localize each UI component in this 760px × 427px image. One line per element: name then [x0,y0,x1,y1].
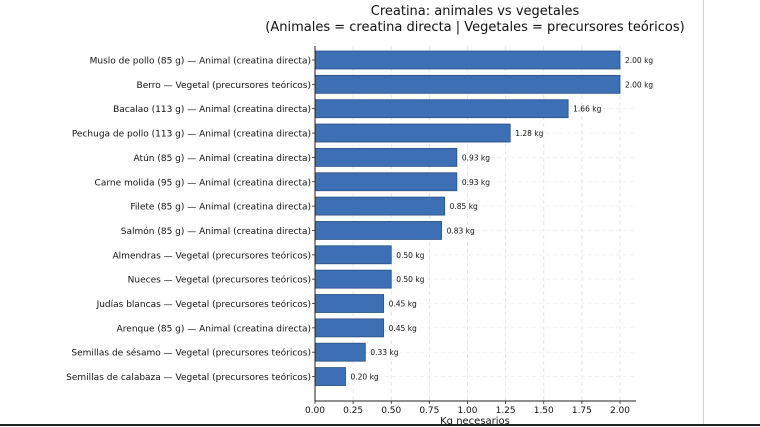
y-tick-label: Salmón (85 g) — Animal (creatina directa… [121,226,311,237]
frame-bottom-border [0,424,760,426]
x-tick-label: 1.75 [572,406,592,416]
bar [314,318,385,338]
bar [314,123,511,143]
x-tick-label: 0.25 [343,406,363,416]
y-tick-label: Nueces — Vegetal (precursores teóricos) [128,275,311,286]
bar [314,74,621,94]
y-tick-label: Atún (85 g) — Animal (creatina directa) [134,154,311,164]
x-axis-label: Kg necesarios [440,416,510,427]
data-label: 0.20 kg [351,373,379,382]
bar [314,99,569,119]
data-label: 0.85 kg [450,202,478,211]
data-label: 0.93 kg [462,178,490,187]
data-label: 2.00 kg [625,80,653,89]
bar [314,50,621,70]
x-tick-label: 0.50 [381,406,401,416]
bar [314,367,346,386]
data-label: 0.83 kg [447,226,475,235]
bar [314,269,392,289]
data-label: 0.50 kg [396,251,424,260]
data-label: 0.33 kg [370,348,398,357]
bar [314,221,442,240]
x-tick-label: 1.25 [496,406,516,416]
y-tick-label: Semillas de calabaza — Vegetal (precurso… [66,372,311,383]
data-label: 0.93 kg [462,153,490,162]
y-tick-label: Carne molida (95 g) — Animal (creatina d… [95,178,311,188]
y-tick-label: Muslo de pollo (85 g) — Animal (creatina… [90,57,311,67]
bar [314,342,366,362]
x-tick-label: 2.00 [610,406,630,416]
data-label: 0.45 kg [389,300,417,309]
data-label: 1.28 kg [515,129,543,138]
bar [314,196,446,216]
frame-right-border [703,0,704,424]
y-tick-label: Pechuga de pollo (113 g) — Animal (creat… [72,130,311,140]
y-tick-label: Bacalao (113 g) — Animal (creatina direc… [113,105,311,115]
y-tick-label: Berro — Vegetal (precursores teóricos) [137,80,311,91]
x-tick-label: 1.00 [457,406,477,416]
x-tick-label: 0.00 [305,406,325,416]
chart-title: Creatina: animales vs vegetales [371,4,580,19]
y-tick-label: Almendras — Vegetal (precursores teórico… [113,250,311,261]
bar [314,294,385,313]
data-label: 1.66 kg [573,105,601,114]
y-tick-label: Judías blancas — Vegetal (precursores te… [96,299,311,310]
bar [314,245,392,265]
x-tick-label: 0.75 [419,406,439,416]
data-label: 0.45 kg [389,324,417,333]
bar [314,172,458,192]
y-tick-label: Filete (85 g) — Animal (creatina directa… [130,203,311,213]
chart-subtitle: (Animales = creatina directa | Vegetales… [265,20,684,35]
y-tick-label: Arenque (85 g) — Animal (creatina direct… [117,324,311,334]
y-tick-label: Semillas de sésamo — Vegetal (precursore… [71,348,311,359]
data-label: 2.00 kg [625,56,653,65]
bar [314,147,458,167]
data-label: 0.50 kg [396,275,424,284]
x-tick-label: 1.50 [534,406,554,416]
